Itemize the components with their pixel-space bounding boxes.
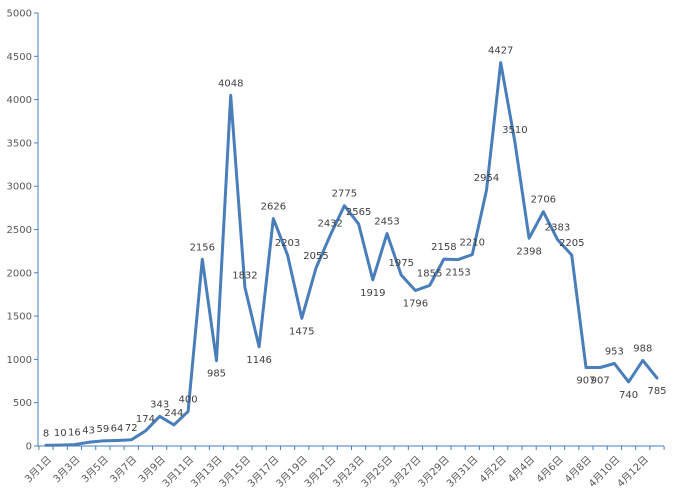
data-label: 8: [43, 428, 49, 439]
data-label: 2398: [516, 246, 541, 257]
data-label: 1919: [360, 288, 385, 299]
series-line: [44, 61, 659, 447]
data-label: 1146: [246, 355, 271, 366]
data-label: 2565: [346, 207, 371, 218]
data-label: 244: [164, 408, 183, 419]
data-label: 59: [96, 424, 109, 435]
data-label: 985: [207, 369, 226, 380]
data-label: 343: [150, 399, 169, 410]
data-label: 64: [111, 423, 124, 434]
x-tick-label: 4月4日: [506, 454, 538, 486]
data-label: 2626: [261, 202, 286, 213]
y-tick-label: 1000: [7, 355, 32, 366]
data-label: 2055: [303, 251, 328, 262]
y-tick-label: 5000: [7, 9, 32, 20]
data-label: 2432: [317, 218, 342, 229]
y-tick-label: 1500: [7, 312, 32, 323]
data-label: 2158: [431, 242, 456, 253]
data-label: 785: [647, 386, 666, 397]
y-tick-label: 3500: [7, 138, 32, 149]
x-tick-label: 3月31日: [444, 454, 480, 490]
data-label: 4427: [488, 46, 513, 57]
data-label: 907: [576, 375, 595, 386]
data-label: 1855: [417, 268, 442, 279]
x-axis-ticks: 3月1日3月3日3月5日3月7日3月9日3月11日3月13日3月15日3月17日…: [22, 446, 665, 490]
x-tick-label: 4月2日: [477, 454, 509, 486]
y-tick-label: 2500: [7, 225, 32, 236]
data-label: 907: [591, 375, 610, 386]
data-label: 16: [68, 428, 81, 439]
data-label: 1796: [403, 298, 428, 309]
data-label: 3510: [502, 125, 527, 136]
data-label: 2775: [332, 189, 357, 200]
data-label: 988: [633, 343, 652, 354]
data-label: 2453: [374, 217, 399, 228]
x-tick-label: 4月12日: [615, 454, 651, 490]
y-tick-label: 2000: [7, 268, 32, 279]
x-tick-label: 3月3日: [51, 454, 83, 486]
data-label: 953: [605, 346, 624, 357]
x-tick-label: 3月1日: [22, 454, 54, 486]
data-label: 2153: [445, 268, 470, 279]
data-label: 2954: [474, 173, 499, 184]
x-tick-label: 3月5日: [79, 454, 111, 486]
y-tick-label: 4500: [7, 52, 32, 63]
data-label: 10: [54, 428, 67, 439]
y-tick-label: 500: [13, 398, 32, 409]
data-label: 4048: [218, 78, 243, 89]
y-tick-label: 0: [26, 442, 32, 453]
data-label: 740: [619, 390, 638, 401]
data-label: 72: [125, 423, 138, 434]
y-tick-label: 3000: [7, 182, 32, 193]
data-label: 2706: [531, 195, 556, 206]
data-label: 1475: [289, 326, 314, 337]
y-axis-ticks: 0 500 1000 1500 2000 2500 3000 3500 4000 4500 5000: [7, 9, 38, 453]
data-label: 2383: [545, 223, 570, 234]
data-label: 2203: [275, 238, 300, 249]
x-tick-label: 4月6日: [534, 454, 566, 486]
y-tick-label: 4000: [7, 95, 32, 106]
data-label: 174: [136, 414, 155, 425]
data-label: 1975: [389, 258, 414, 269]
data-label: 1832: [232, 270, 257, 281]
data-label: 2205: [559, 238, 584, 249]
data-label: 2156: [190, 242, 215, 253]
data-label: 2210: [460, 238, 485, 249]
data-label: 43: [82, 425, 95, 436]
data-label: 400: [179, 394, 198, 405]
x-tick-label: 3月7日: [108, 454, 140, 486]
